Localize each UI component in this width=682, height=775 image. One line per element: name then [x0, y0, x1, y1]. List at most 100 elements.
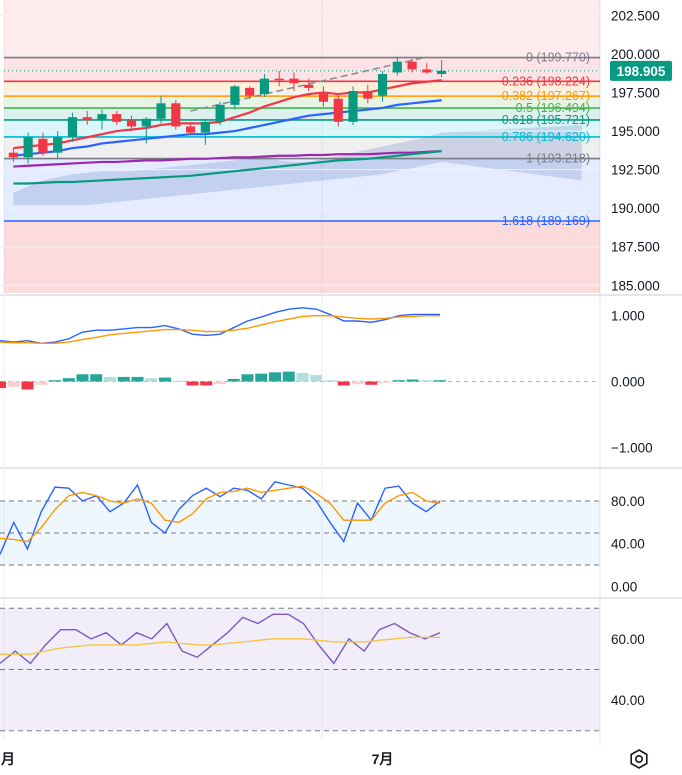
price-tick-label: 185.000	[611, 278, 660, 293]
macd-panel: 1.000 0.000 −1.000	[0, 307, 653, 455]
settings-icon[interactable]	[628, 748, 650, 770]
macd-histogram-bar	[76, 374, 89, 382]
moving-average-line	[13, 99, 442, 157]
moving-average-line	[13, 150, 442, 168]
candle-body	[333, 98, 343, 122]
macd-histogram-bar	[117, 376, 130, 382]
candle-body	[392, 61, 402, 73]
candle-body	[348, 90, 358, 122]
candle-body	[318, 92, 329, 102]
price-tick-label: 190.000	[611, 201, 660, 216]
macd-histogram-bar	[392, 380, 405, 382]
fib-zone	[4, 158, 600, 221]
last-price-badge	[610, 60, 672, 81]
time-axis-label: 7月	[372, 751, 394, 767]
candle-body	[259, 78, 269, 95]
macd-series-line	[0, 307, 440, 345]
candle-body	[67, 117, 78, 138]
rsi-tick-label: 60.00	[611, 632, 645, 647]
macd-histogram-bar	[186, 381, 199, 386]
macd-histogram-bar	[104, 376, 116, 382]
candle-body	[23, 137, 33, 158]
candle-body	[112, 114, 122, 122]
candle-body	[186, 126, 196, 133]
macd-series-line	[0, 315, 440, 345]
price-panel: 0 (199.770) 0.236 (198.224)0.382 (197.267…	[0, 0, 672, 293]
time-axis: 月 7月	[0, 751, 393, 767]
macd-histogram-bar	[365, 381, 378, 385]
price-tick-label: 192.500	[611, 163, 660, 178]
macd-histogram-bar	[337, 381, 350, 386]
macd-histogram-bar	[35, 381, 48, 385]
macd-histogram-bar	[310, 374, 323, 382]
fib-zone	[4, 136, 600, 159]
last-price-label: 198.905	[617, 64, 666, 79]
macd-histogram-bar	[269, 372, 281, 382]
macd-histogram-bar	[227, 378, 240, 382]
macd-histogram-bar	[379, 381, 391, 383]
macd-histogram-bar	[434, 380, 446, 382]
fib-zone	[4, 220, 600, 293]
candle-body	[126, 120, 137, 127]
macd-histogram-bar	[241, 374, 254, 382]
chart-frame	[0, 0, 682, 745]
fib-zone	[4, 108, 600, 120]
macd-histogram-bar	[90, 374, 103, 382]
macd-histogram-bar	[351, 381, 364, 385]
macd-histogram-bar	[172, 380, 185, 382]
candle-body	[230, 86, 240, 105]
macd-histogram-bar	[406, 379, 419, 382]
candle-body	[274, 78, 284, 81]
moving-average-line	[13, 150, 442, 185]
macd-histogram-bar	[21, 381, 34, 390]
macd-histogram-bar	[255, 373, 268, 382]
macd-histogram-bar	[0, 381, 6, 389]
candle-body	[289, 78, 299, 84]
stochastic-panel: 80.00 40.00 0.00	[0, 481, 645, 594]
macd-tick-label: 0.000	[611, 375, 645, 390]
macd-histogram-bar	[145, 378, 158, 382]
candle-body	[245, 87, 255, 96]
stochastic-tick-label: 40.00	[611, 537, 645, 552]
macd-histogram-bar	[282, 371, 295, 382]
candle-body	[437, 70, 447, 75]
price-tick-label: 200.000	[611, 47, 660, 62]
time-axis-label: 月	[0, 751, 15, 767]
fib-label: 0.618 (195.721)	[502, 113, 590, 127]
macd-histogram-bar	[324, 380, 336, 382]
fib-zone	[4, 119, 600, 137]
candle-body	[407, 61, 417, 70]
fib-label: 0.236 (198.224)	[502, 74, 590, 88]
candle-body	[363, 90, 373, 99]
candle-body	[97, 114, 107, 121]
candle-body	[304, 84, 314, 88]
stochastic-series-line	[0, 485, 441, 543]
macd-tick-label: −1.000	[611, 440, 653, 455]
macd-tick-label: 1.000	[611, 309, 645, 324]
price-tick-label: 187.500	[611, 240, 660, 255]
fib-zone	[4, 96, 600, 109]
fib-zone	[4, 57, 600, 82]
fib-label: 0.786 (194.620)	[502, 130, 590, 144]
stochastic-tick-label: 80.00	[611, 494, 645, 509]
fib-label: 0.382 (197.267)	[502, 89, 590, 103]
candle-body	[215, 104, 225, 122]
fib-zone	[4, 0, 600, 58]
macd-histogram-bar	[200, 381, 213, 386]
rsi-panel: 60.00 40.00	[0, 607, 645, 732]
candle-body	[171, 103, 181, 127]
stochastic-tick-label: 0.00	[611, 579, 637, 594]
macd-histogram-bar	[214, 381, 226, 385]
macd-histogram-bar	[62, 378, 75, 382]
macd-histogram-bar	[131, 376, 144, 382]
macd-histogram-bar	[7, 381, 20, 387]
fib-label: 0 (199.770)	[526, 51, 590, 65]
candle-body	[82, 117, 92, 121]
macd-histogram-bar	[49, 380, 61, 382]
macd-histogram-bar	[420, 380, 433, 382]
stochastic-series-line	[0, 481, 441, 555]
candle-body	[377, 74, 388, 96]
fib-label: 0.5 (196.494)	[516, 101, 590, 115]
